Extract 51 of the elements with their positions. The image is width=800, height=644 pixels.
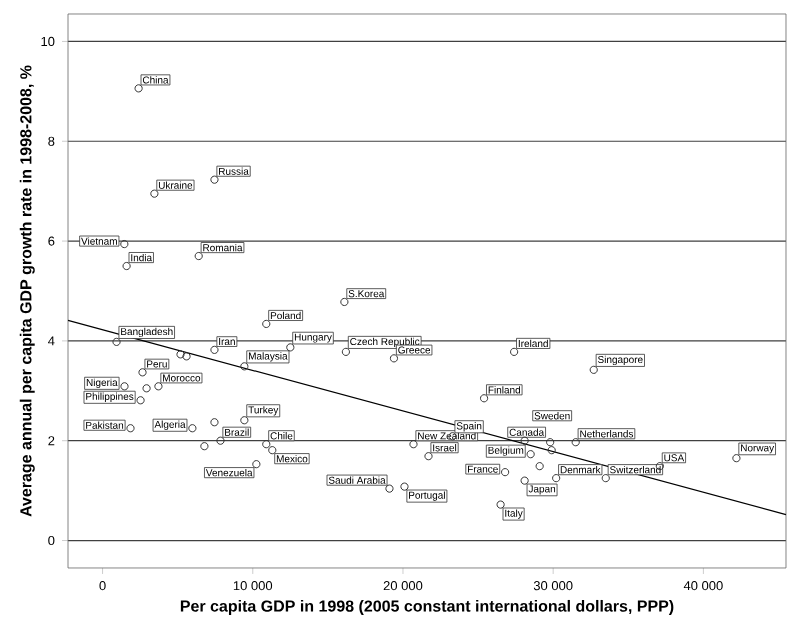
point xyxy=(176,350,185,359)
point xyxy=(479,394,489,403)
point xyxy=(535,462,544,471)
point xyxy=(510,347,519,356)
point xyxy=(526,450,535,459)
point xyxy=(120,239,129,249)
point xyxy=(134,84,143,93)
point xyxy=(547,446,556,455)
point xyxy=(286,343,295,352)
point xyxy=(552,474,561,483)
point xyxy=(400,482,409,491)
point xyxy=(194,251,203,261)
point xyxy=(252,460,261,469)
point xyxy=(188,424,197,433)
point xyxy=(262,319,271,329)
point xyxy=(520,436,529,445)
y-axis-title: Average annual per capita GDP growth rate in 1998-2008, % xyxy=(19,65,35,517)
point xyxy=(210,345,219,354)
point xyxy=(240,362,249,371)
point xyxy=(589,365,598,374)
point xyxy=(601,474,610,483)
point xyxy=(120,382,129,391)
point xyxy=(546,438,555,447)
point xyxy=(210,418,219,427)
point xyxy=(240,416,249,425)
point xyxy=(126,424,135,433)
point xyxy=(424,452,433,461)
point xyxy=(268,446,277,455)
point xyxy=(501,468,510,477)
point xyxy=(154,382,163,391)
point xyxy=(340,297,349,307)
point xyxy=(112,337,121,346)
point xyxy=(520,476,529,485)
point xyxy=(732,454,741,463)
point xyxy=(210,175,219,184)
point xyxy=(200,442,209,451)
point xyxy=(182,352,191,361)
point xyxy=(262,440,271,449)
point xyxy=(138,368,147,377)
point xyxy=(122,261,131,271)
point xyxy=(136,396,145,405)
x-axis-title: Per capita GDP in 1998 (2005 constant international dollars, PPP) xyxy=(180,599,674,615)
point xyxy=(496,500,505,509)
point xyxy=(142,384,151,393)
point xyxy=(150,189,159,198)
point xyxy=(216,436,225,445)
point xyxy=(385,484,394,493)
point xyxy=(409,440,418,449)
point xyxy=(571,438,580,447)
point xyxy=(389,354,399,363)
point xyxy=(341,347,350,356)
